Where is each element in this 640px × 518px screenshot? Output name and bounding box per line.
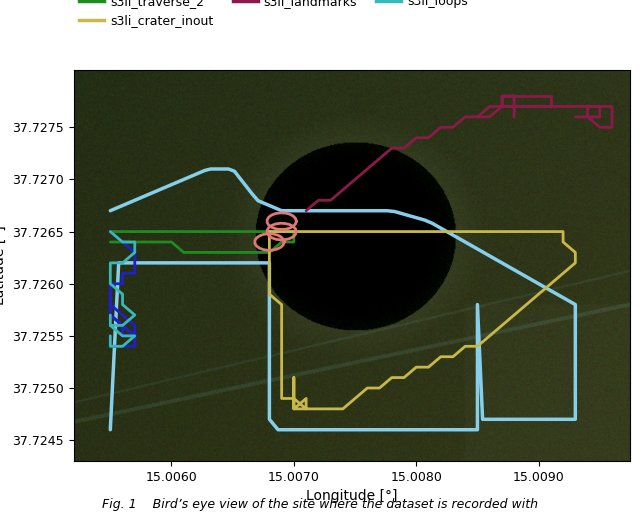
X-axis label: Longitude [°]: Longitude [°] (307, 490, 397, 503)
Text: Fig. 1    Bird’s eye view of the site where the dataset is recorded with: Fig. 1 Bird’s eye view of the site where… (102, 498, 538, 511)
Y-axis label: Latitude [°]: Latitude [°] (0, 226, 6, 305)
Legend: s3li_traverse_2, s3li_crater_inout, s3li_landmarks, s3li_loops: s3li_traverse_2, s3li_crater_inout, s3li… (74, 0, 473, 33)
